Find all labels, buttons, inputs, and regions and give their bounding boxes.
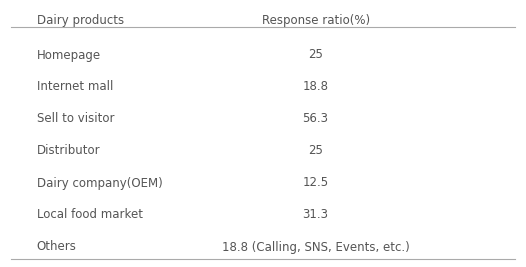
Text: 12.5: 12.5 [302, 176, 329, 190]
Text: 56.3: 56.3 [302, 112, 329, 125]
Text: Homepage: Homepage [37, 49, 101, 61]
Text: Internet mall: Internet mall [37, 80, 113, 93]
Text: Dairy company(OEM): Dairy company(OEM) [37, 176, 163, 190]
Text: 18.8: 18.8 [302, 80, 329, 93]
Text: Local food market: Local food market [37, 209, 143, 222]
Text: 18.8 (Calling, SNS, Events, etc.): 18.8 (Calling, SNS, Events, etc.) [222, 241, 409, 253]
Text: 25: 25 [308, 49, 323, 61]
Text: Others: Others [37, 241, 77, 253]
Text: Response ratio(%): Response ratio(%) [261, 14, 370, 27]
Text: Distributor: Distributor [37, 144, 100, 158]
Text: Sell to visitor: Sell to visitor [37, 112, 114, 125]
Text: Dairy products: Dairy products [37, 14, 124, 27]
Text: 31.3: 31.3 [302, 209, 329, 222]
Text: 25: 25 [308, 144, 323, 158]
